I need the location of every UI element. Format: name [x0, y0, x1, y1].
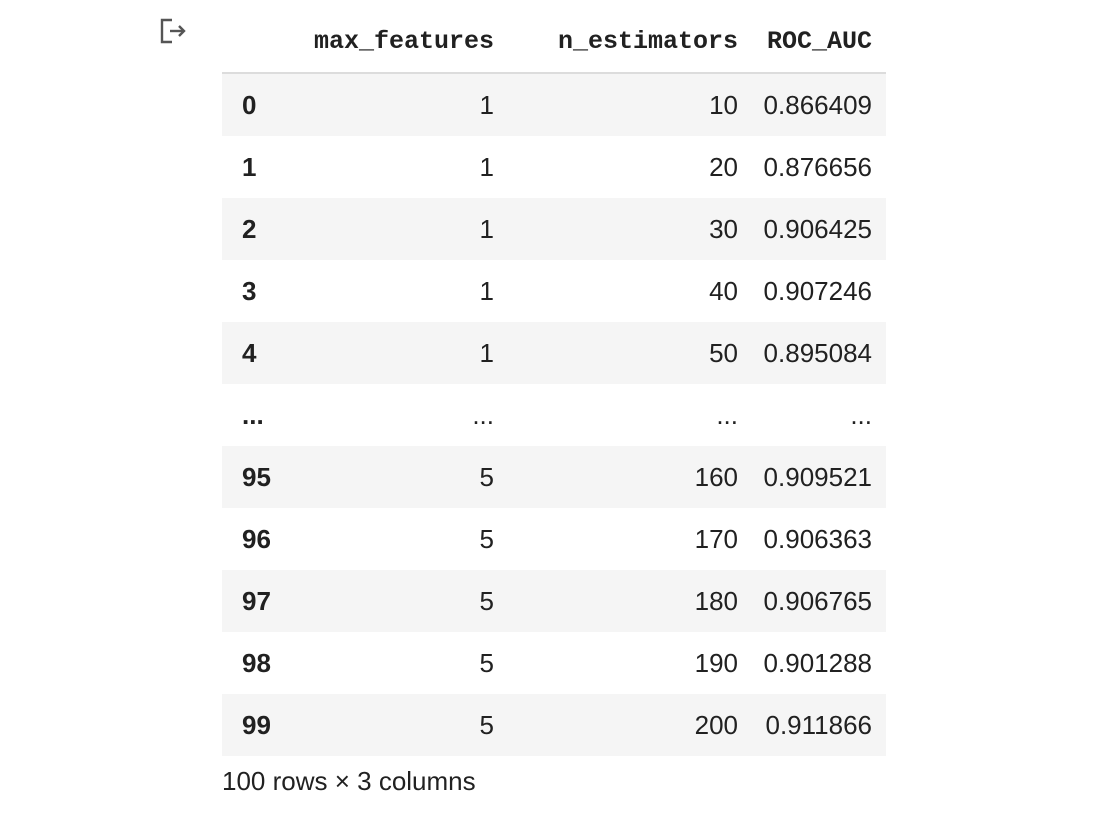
ellipsis-row: ... ... ... ...	[222, 384, 886, 446]
column-header-roc-auc: ROC_AUC	[752, 10, 886, 74]
row-index: 0	[222, 73, 286, 136]
table-row: 95 5 160 0.909521	[222, 446, 886, 508]
cell-max-features: ...	[472, 399, 494, 430]
cell-max-features: 5	[286, 570, 508, 632]
cell-n-estimators: 40	[709, 275, 738, 306]
cell-roc-auc: ...	[850, 399, 872, 430]
row-index: 97	[222, 570, 286, 632]
cell-n-estimators: 200	[508, 694, 752, 756]
cell-roc-auc: 0.901288	[763, 647, 872, 678]
cell-n-estimators: 190	[694, 647, 738, 678]
table-row: 99 5 200 0.911866	[222, 694, 886, 756]
dataframe-shape-label: 100 rows × 3 columns	[222, 766, 476, 796]
header-row: max_features n_estimators ROC_AUC	[222, 10, 886, 74]
output-redirect-icon[interactable]	[158, 14, 192, 48]
cell-max-features: 5	[479, 647, 494, 678]
cell-roc-auc: 0.911866	[752, 694, 886, 756]
cell-n-estimators: 180	[508, 570, 752, 632]
cell-n-estimators: ...	[716, 399, 738, 430]
table-row: 2 1 30 0.906425	[222, 198, 886, 260]
cell-roc-auc: 0.906425	[752, 198, 886, 260]
row-index: 2	[222, 198, 286, 260]
cell-roc-auc: 0.866409	[752, 73, 886, 136]
row-index: 96	[242, 523, 271, 554]
cell-n-estimators: 20	[709, 151, 738, 182]
row-index: 99	[222, 694, 286, 756]
cell-n-estimators: 170	[694, 523, 738, 554]
index-header	[222, 10, 286, 74]
column-header-n-estimators: n_estimators	[508, 10, 752, 74]
cell-max-features: 1	[286, 73, 508, 136]
table-row: 98 5 190 0.901288	[222, 632, 886, 694]
column-header-max-features: max_features	[286, 10, 508, 74]
row-index: ...	[242, 399, 264, 430]
cell-max-features: 1	[286, 322, 508, 384]
table-row: 1 1 20 0.876656	[222, 136, 886, 198]
table-row: 3 1 40 0.907246	[222, 260, 886, 322]
cell-n-estimators: 30	[508, 198, 752, 260]
cell-n-estimators: 50	[508, 322, 752, 384]
cell-roc-auc: 0.895084	[752, 322, 886, 384]
cell-roc-auc: 0.906765	[752, 570, 886, 632]
table-row: 4 1 50 0.895084	[222, 322, 886, 384]
table-row: 96 5 170 0.906363	[222, 508, 886, 570]
table-row: 0 1 10 0.866409	[222, 73, 886, 136]
row-index: 95	[222, 446, 286, 508]
cell-n-estimators: 160	[508, 446, 752, 508]
table-row: 97 5 180 0.906765	[222, 570, 886, 632]
dataframe-table: max_features n_estimators ROC_AUC 0 1 10…	[222, 10, 886, 756]
cell-max-features: 1	[286, 198, 508, 260]
cell-n-estimators: 10	[508, 73, 752, 136]
cell-max-features: 1	[479, 275, 494, 306]
cell-roc-auc: 0.907246	[763, 275, 872, 306]
dataframe-output: max_features n_estimators ROC_AUC 0 1 10…	[222, 10, 886, 756]
row-index: 4	[222, 322, 286, 384]
cell-max-features: 5	[286, 446, 508, 508]
row-index: 3	[242, 275, 257, 306]
cell-roc-auc: 0.909521	[752, 446, 886, 508]
cell-roc-auc: 0.876656	[763, 151, 872, 182]
row-index: 98	[242, 647, 271, 678]
cell-roc-auc: 0.906363	[763, 523, 872, 554]
cell-max-features: 5	[286, 694, 508, 756]
cell-max-features: 1	[479, 151, 494, 182]
row-index: 1	[242, 151, 257, 182]
cell-max-features: 5	[479, 523, 494, 554]
